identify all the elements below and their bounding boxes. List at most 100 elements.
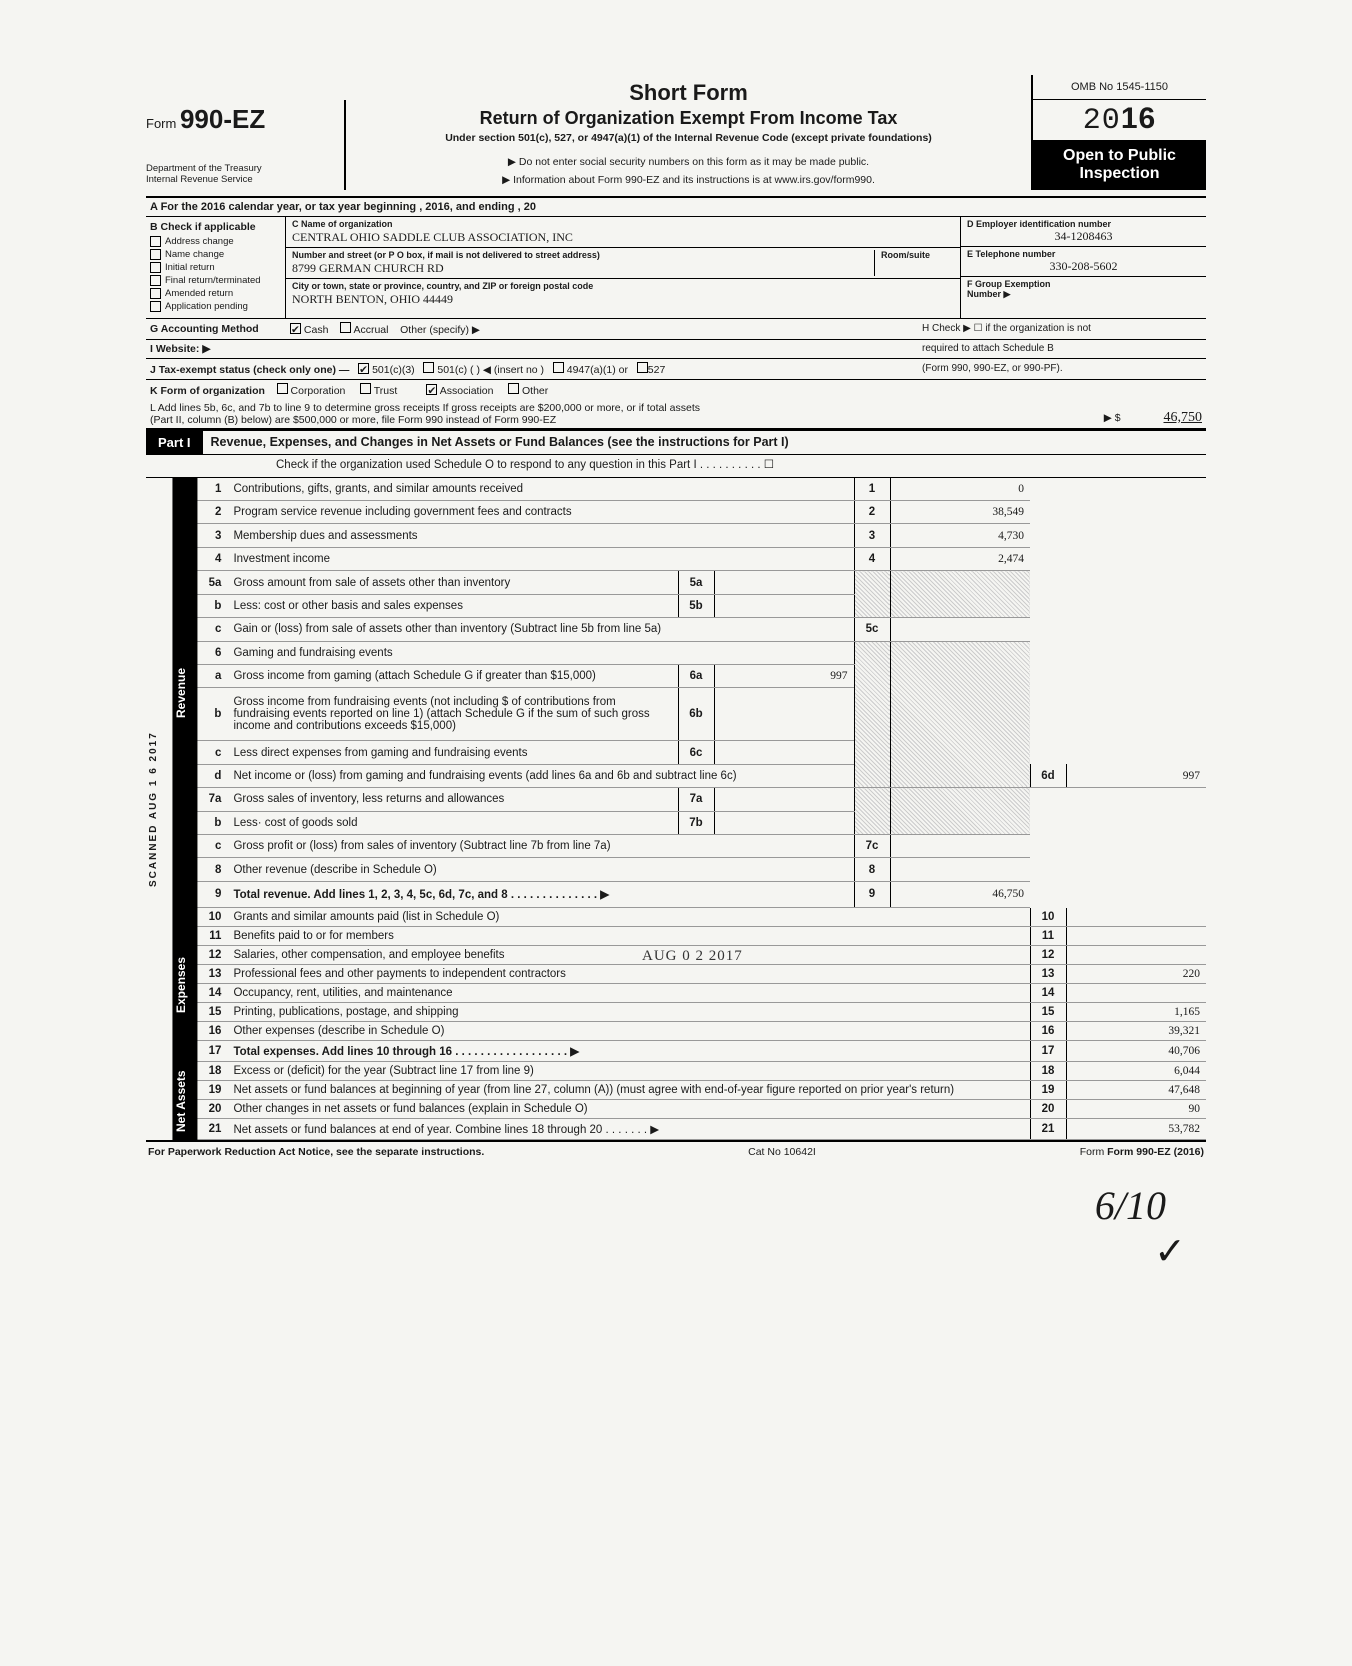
side-net-assets: Net Assets xyxy=(172,1062,197,1140)
line-14: 14Occupancy, rent, utilities, and mainte… xyxy=(197,983,1206,1002)
form-of-org: K Form of organization Corporation Trust… xyxy=(150,383,1202,397)
revenue-table: 1Contributions, gifts, grants, and simil… xyxy=(197,478,1206,908)
line-11: 11Benefits paid to or for members11 xyxy=(197,926,1206,945)
mini-box: 7a xyxy=(678,788,714,811)
opt-accrual: Accrual xyxy=(353,324,388,336)
line-num: c xyxy=(197,834,227,857)
chk-name-change[interactable]: Name change xyxy=(150,249,281,260)
title-short-form: Short Form xyxy=(356,80,1021,106)
side-revenue: Revenue xyxy=(172,478,197,908)
chk-initial-return[interactable]: Initial return xyxy=(150,262,281,273)
mini-amt xyxy=(714,571,854,594)
line-desc: Total revenue. Add lines 1, 2, 3, 4, 5c,… xyxy=(227,881,854,907)
line-amt: 4,730 xyxy=(890,524,1030,547)
line-16: 16Other expenses (describe in Schedule O… xyxy=(197,1021,1206,1040)
line-9: 9Total revenue. Add lines 1, 2, 3, 4, 5c… xyxy=(197,881,1206,907)
chk-app-pending[interactable]: Application pending xyxy=(150,301,281,312)
chk-501c[interactable] xyxy=(423,362,434,373)
line-6c: cLess direct expenses from gaming and fu… xyxy=(197,741,1206,764)
line-desc: Investment income xyxy=(227,547,854,570)
l-arrow: ▶ $ xyxy=(1104,412,1121,424)
line-2: 2Program service revenue including gover… xyxy=(197,501,1206,524)
line-desc: Salaries, other compensation, and employ… xyxy=(227,945,1030,964)
chk-trust[interactable] xyxy=(360,383,371,394)
chk-label: Final return/terminated xyxy=(165,275,261,286)
catalog-number: Cat No 10642I xyxy=(748,1146,816,1158)
ein-label: D Employer identification number xyxy=(967,219,1200,229)
chk-final-return[interactable]: Final return/terminated xyxy=(150,275,281,286)
accounting-method: ✔ Cash Accrual Other (specify) ▶ xyxy=(290,322,922,336)
line-desc: Gross amount from sale of assets other t… xyxy=(227,571,678,594)
line-4: 4Investment income42,474 xyxy=(197,547,1206,570)
opt-corp: Corporation xyxy=(291,385,346,397)
section-b-label: B Check if applicable xyxy=(150,221,281,233)
open-line2: Inspection xyxy=(1037,165,1202,183)
checkbox-accrual[interactable] xyxy=(340,322,351,333)
ssn-note: ▶ Do not enter social security numbers o… xyxy=(356,156,1021,168)
line-box: 3 xyxy=(854,524,890,547)
line-num: 8 xyxy=(197,858,227,881)
chk-assoc[interactable]: ✔ xyxy=(426,384,437,395)
shade-amt xyxy=(890,788,1030,835)
line-num: 12 xyxy=(197,945,227,964)
opt-trust: Trust xyxy=(374,385,398,397)
chk-527[interactable] xyxy=(637,362,648,373)
line-desc: Excess or (deficit) for the year (Subtra… xyxy=(227,1062,1030,1081)
room-label: Room/suite xyxy=(881,250,954,260)
line-desc: Gross sales of inventory, less returns a… xyxy=(227,788,678,811)
line-desc: Net income or (loss) from gaming and fun… xyxy=(227,764,854,787)
chk-4947[interactable] xyxy=(553,362,564,373)
header-mid: Short Form Return of Organization Exempt… xyxy=(346,76,1031,190)
line-desc: Printing, publications, postage, and shi… xyxy=(227,1002,1030,1021)
line-desc: Net assets or fund balances at end of ye… xyxy=(227,1118,1030,1139)
tax-exempt-status: J Tax-exempt status (check only one) — ✔… xyxy=(150,362,922,376)
line-num: 18 xyxy=(197,1062,227,1081)
chk-501c3[interactable]: ✔ xyxy=(358,363,369,374)
shade-box xyxy=(854,571,890,618)
line-7b: bLess· cost of goods sold7b xyxy=(197,811,1206,834)
row-j: J Tax-exempt status (check only one) — ✔… xyxy=(146,359,1206,380)
line-amt: 40,706 xyxy=(1066,1040,1206,1061)
line-num: a xyxy=(197,664,227,687)
line-box: 8 xyxy=(854,858,890,881)
mini-amt xyxy=(714,811,854,834)
section-h-2: required to attach Schedule B xyxy=(922,343,1202,354)
checkbox-icon xyxy=(150,275,161,286)
line-15: 15Printing, publications, postage, and s… xyxy=(197,1002,1206,1021)
line-num: b xyxy=(197,811,227,834)
line-desc: Professional fees and other payments to … xyxy=(227,964,1030,983)
header-left: Form 990-EZ Department of the Treasury I… xyxy=(146,100,346,190)
line-box: 1 xyxy=(854,478,890,501)
chk-amended[interactable]: Amended return xyxy=(150,288,281,299)
chk-address-change[interactable]: Address change xyxy=(150,236,281,247)
form-number-value: 990-EZ xyxy=(180,104,265,134)
line-amt: 90 xyxy=(1066,1099,1206,1118)
line-amt: 2,474 xyxy=(890,547,1030,570)
form-prefix: Form xyxy=(146,116,176,131)
line-box: 15 xyxy=(1030,1002,1066,1021)
line-6b: bGross income from fundraising events (n… xyxy=(197,688,1206,741)
line-num: 20 xyxy=(197,1099,227,1118)
info-note: ▶ Information about Form 990-EZ and its … xyxy=(356,174,1021,186)
chk-other-org[interactable] xyxy=(508,383,519,394)
mini-amt: 997 xyxy=(714,664,854,687)
addr-label: Number and street (or P O box, if mail i… xyxy=(292,250,874,260)
line-17: 17Total expenses. Add lines 10 through 1… xyxy=(197,1040,1206,1061)
expenses-table: 10Grants and similar amounts paid (list … xyxy=(197,908,1206,1062)
line-num: 16 xyxy=(197,1021,227,1040)
line-num: 6 xyxy=(197,641,227,664)
checkbox-cash-checked[interactable]: ✔ xyxy=(290,323,301,334)
chk-corp[interactable] xyxy=(277,383,288,394)
line-desc: Gross income from gaming (attach Schedul… xyxy=(227,664,678,687)
l-text1: L Add lines 5b, 6c, and 7b to line 9 to … xyxy=(150,402,1002,414)
line-amt: 38,549 xyxy=(890,501,1030,524)
line-box: 21 xyxy=(1030,1118,1066,1139)
opt-4947: 4947(a)(1) or xyxy=(567,364,628,376)
mini-box: 5b xyxy=(678,594,714,617)
line-amt xyxy=(890,618,1030,641)
street-address: 8799 GERMAN CHURCH RD xyxy=(292,261,874,276)
line-desc: Other changes in net assets or fund bala… xyxy=(227,1099,1030,1118)
line-amt: 220 xyxy=(1066,964,1206,983)
line-num: b xyxy=(197,688,227,741)
line-desc: Gain or (loss) from sale of assets other… xyxy=(227,618,854,641)
